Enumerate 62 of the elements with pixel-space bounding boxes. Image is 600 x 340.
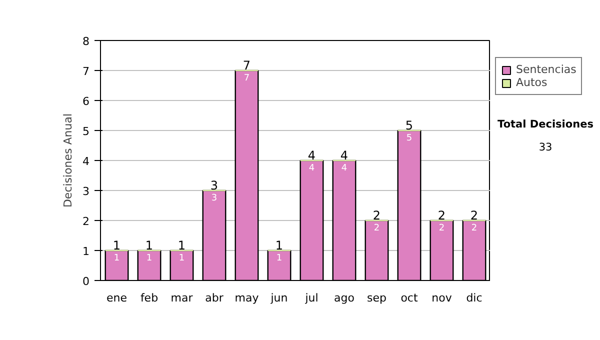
total-label: 1 — [178, 238, 186, 252]
x-tick-label: abr — [205, 292, 224, 304]
text: Total Decisiones — [498, 118, 594, 130]
x-tick-label: sep — [367, 292, 387, 304]
total-label: 1 — [145, 238, 154, 252]
data-label: 7 — [244, 74, 250, 84]
bar — [267, 250, 292, 280]
data-label: 2 — [374, 224, 380, 234]
y-tick-label: 3 — [82, 185, 90, 198]
data-label: 1 — [114, 254, 120, 264]
bar — [202, 190, 226, 280]
total-label: 7 — [242, 58, 251, 72]
x-tick-label: ene — [106, 292, 128, 304]
bar — [364, 220, 389, 280]
total-label: 5 — [405, 118, 414, 132]
y-axis-title: Decisiones Anual — [62, 113, 74, 208]
bar — [300, 160, 324, 280]
total-label: 1 — [275, 238, 284, 252]
total-label: 2 — [438, 208, 446, 222]
y-tick-label: 7 — [82, 65, 90, 78]
bar — [170, 250, 194, 280]
data-label: 5 — [406, 134, 412, 144]
legend-label: Sentencias — [516, 63, 576, 76]
data-label: 3 — [211, 194, 218, 204]
bar — [462, 220, 486, 280]
y-tick-label: 5 — [82, 125, 90, 138]
data-label: 4 — [341, 164, 348, 174]
x-tick-label: feb — [140, 292, 158, 304]
data-label: 2 — [471, 224, 478, 234]
data-label: 1 — [146, 254, 152, 264]
x-tick-label: may — [234, 292, 260, 304]
y-tick-label: 4 — [82, 155, 90, 168]
x-tick-label: mar — [170, 292, 194, 304]
y-tick-label: 8 — [82, 35, 90, 48]
data-label: 2 — [438, 224, 445, 234]
x-tick-label: ago — [334, 292, 355, 304]
total-label: 4 — [340, 148, 348, 162]
text: 33 — [538, 142, 552, 154]
data-label: 4 — [308, 164, 315, 174]
bar — [104, 250, 129, 280]
total-label: 1 — [112, 238, 121, 252]
total-label: 2 — [372, 208, 381, 222]
total-label: 3 — [210, 178, 218, 192]
legend-label: Autos — [516, 76, 548, 89]
data-label: 1 — [276, 254, 282, 264]
x-tick-label: oct — [400, 292, 418, 304]
x-tick-label: jul — [304, 292, 318, 304]
bar — [397, 130, 422, 280]
x-tick-label: dic — [466, 292, 482, 304]
bar — [332, 160, 356, 280]
bar — [234, 70, 259, 280]
y-tick-label: 1 — [82, 245, 90, 258]
x-tick-label: nov — [432, 292, 452, 304]
bar — [430, 220, 454, 280]
x-tick-label: jun — [270, 292, 288, 304]
y-tick-label: 0 — [82, 275, 90, 288]
data-label: 1 — [178, 254, 185, 264]
y-tick-label: 2 — [82, 215, 90, 228]
y-tick-label: 6 — [82, 95, 90, 108]
bar — [137, 250, 162, 280]
total-label: 4 — [308, 148, 316, 162]
total-label: 2 — [470, 208, 478, 222]
